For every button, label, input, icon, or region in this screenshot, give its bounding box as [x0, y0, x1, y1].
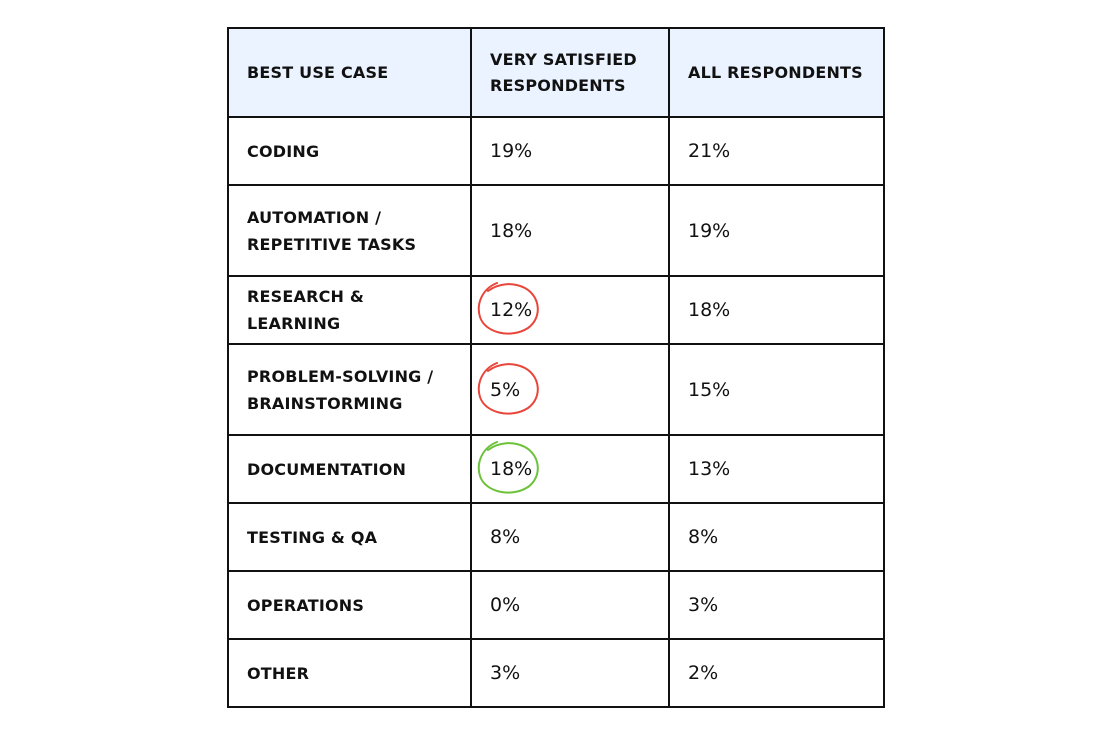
- very-satisfied-value: 18%: [490, 458, 533, 480]
- header-best-use-case: BEST USE CASE: [227, 27, 472, 118]
- very-satisfied-cell: 0%: [470, 570, 670, 640]
- very-satisfied-cell: 19%: [470, 116, 670, 186]
- header-all-respondents: ALL RESPONDENTS: [668, 27, 885, 118]
- very-satisfied-cell: 18%: [470, 434, 670, 504]
- header-row: BEST USE CASE VERY SATISFIED RESPONDENTS…: [227, 27, 885, 118]
- very-satisfied-value: 12%: [490, 299, 533, 321]
- row-label: OTHER: [227, 638, 472, 708]
- row-label: OPERATIONS: [227, 570, 472, 640]
- all-respondents-value: 2%: [668, 638, 885, 708]
- very-satisfied-value: 0%: [490, 594, 521, 616]
- very-satisfied-value: 3%: [490, 662, 521, 684]
- all-respondents-value: 18%: [668, 275, 885, 345]
- all-respondents-value: 8%: [668, 502, 885, 572]
- very-satisfied-value: 8%: [490, 526, 521, 548]
- very-satisfied-value: 18%: [490, 219, 533, 242]
- row-label: CODING: [227, 116, 472, 186]
- table-row: CODING 19% 21%: [227, 116, 885, 186]
- very-satisfied-value: 5%: [490, 378, 521, 401]
- table-row: DOCUMENTATION 18% 13%: [227, 434, 885, 504]
- row-label: PROBLEM-SOLVING / BRAINSTORMING: [227, 343, 472, 436]
- very-satisfied-cell: 8%: [470, 502, 670, 572]
- very-satisfied-cell: 5%: [470, 343, 670, 436]
- very-satisfied-cell: 3%: [470, 638, 670, 708]
- table-row: RESEARCH & LEARNING 12% 18%: [227, 275, 885, 345]
- row-label: DOCUMENTATION: [227, 434, 472, 504]
- table-row: TESTING & QA 8% 8%: [227, 502, 885, 572]
- all-respondents-value: 3%: [668, 570, 885, 640]
- very-satisfied-cell: 12%: [470, 275, 670, 345]
- row-label: AUTOMATION / REPETITIVE TASKS: [227, 184, 472, 277]
- very-satisfied-value: 19%: [490, 140, 533, 162]
- table-row: AUTOMATION / REPETITIVE TASKS 18% 19%: [227, 184, 885, 277]
- header-very-satisfied: VERY SATISFIED RESPONDENTS: [470, 27, 670, 118]
- row-label: RESEARCH & LEARNING: [227, 275, 472, 345]
- all-respondents-value: 15%: [668, 343, 885, 436]
- table-row: OTHER 3% 2%: [227, 638, 885, 708]
- all-respondents-value: 21%: [668, 116, 885, 186]
- row-label: TESTING & QA: [227, 502, 472, 572]
- all-respondents-value: 19%: [668, 184, 885, 277]
- all-respondents-value: 13%: [668, 434, 885, 504]
- table-row: PROBLEM-SOLVING / BRAINSTORMING 5% 15%: [227, 343, 885, 436]
- very-satisfied-cell: 18%: [470, 184, 670, 277]
- table-row: OPERATIONS 0% 3%: [227, 570, 885, 640]
- use-case-table: BEST USE CASE VERY SATISFIED RESPONDENTS…: [227, 27, 885, 708]
